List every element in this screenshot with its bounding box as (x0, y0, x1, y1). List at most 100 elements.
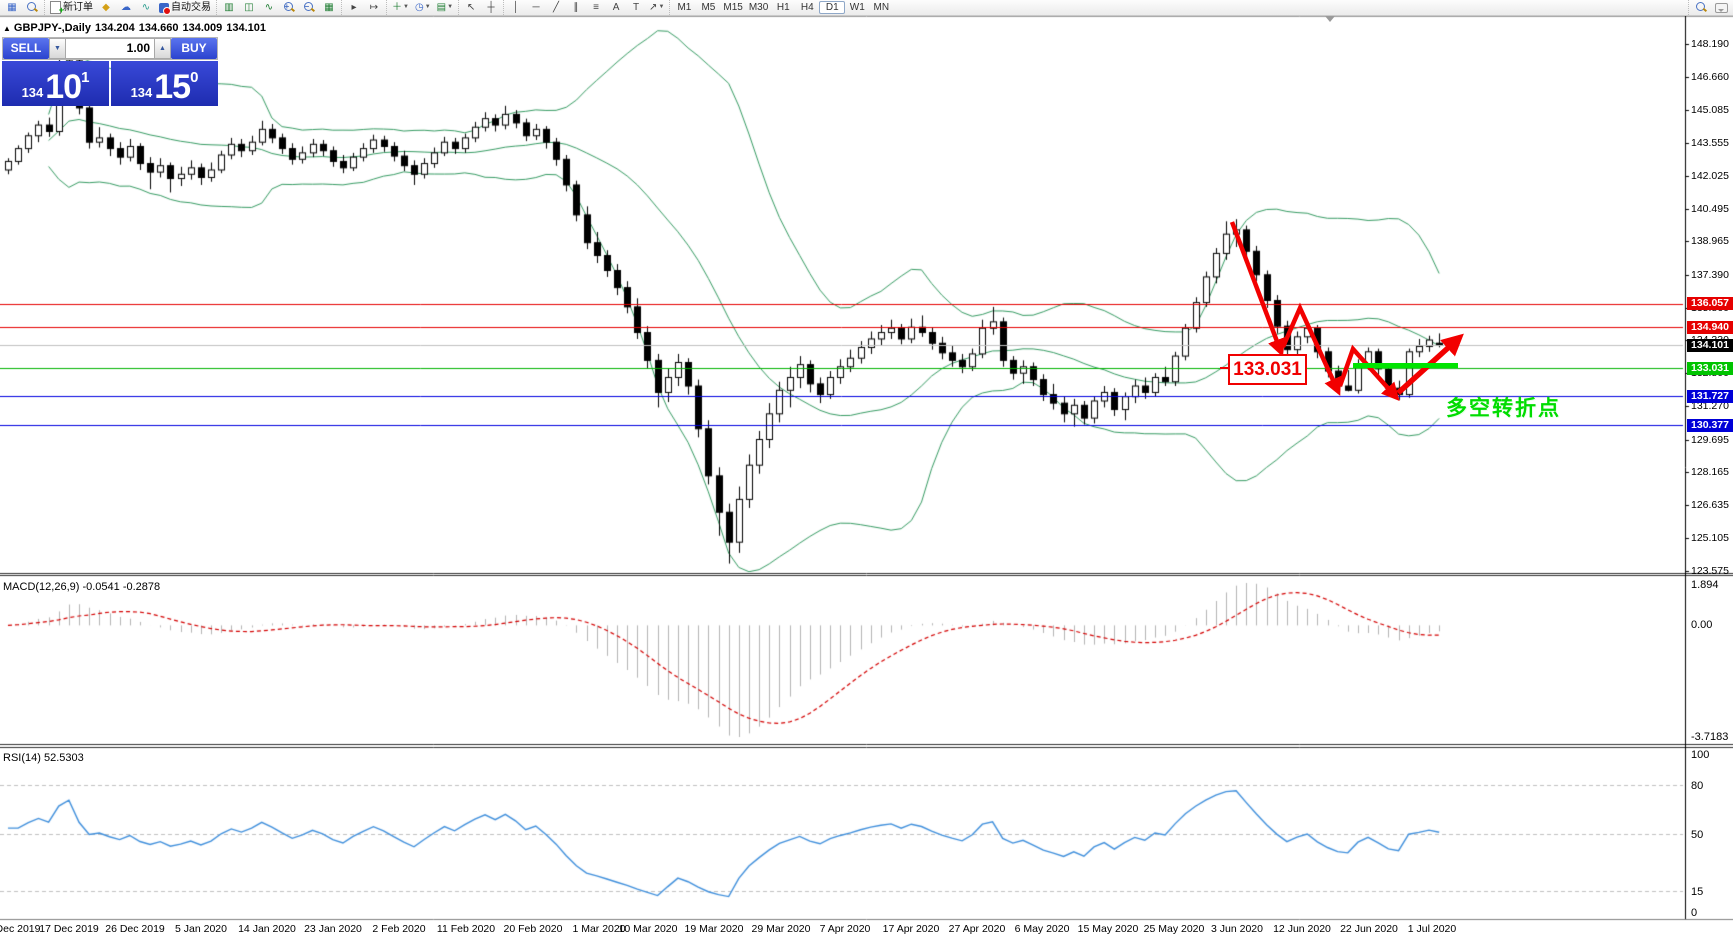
date-label[interactable]: 20 Feb 2020 (503, 923, 563, 935)
date-label[interactable]: 17 Apr 2020 (882, 923, 940, 935)
price-callout-label[interactable]: 133.031 (1228, 354, 1307, 385)
date-label[interactable]: 5 Jan 2020 (175, 923, 227, 935)
date-label[interactable]: 2 Feb 2020 (372, 923, 426, 935)
date-label[interactable]: 3 Jun 2020 (1211, 923, 1263, 935)
market-icon[interactable]: ◆ (102, 2, 110, 13)
periods-icon[interactable]: ◷ ▼ (414, 2, 431, 13)
text-label-icon[interactable]: T (632, 2, 640, 13)
toolbar-group-cursor: ↖ ┼ (458, 0, 503, 15)
timeframe-button-M30[interactable]: M30 (748, 2, 769, 13)
price-chart-canvas[interactable] (0, 16, 1733, 940)
date-label[interactable]: 22 Jun 2020 (1340, 923, 1398, 935)
timeframe-button-M1[interactable]: M1 (677, 2, 692, 13)
toolbar-group-scroll: ▸ ↦ (341, 0, 386, 15)
toolbar-group-right (1688, 0, 1733, 15)
bar-chart-icon[interactable]: ▥ (224, 2, 234, 13)
date-label[interactable]: 26 Dec 2019 (105, 923, 165, 935)
buy-button[interactable]: BUY (171, 38, 217, 59)
chat-icon[interactable] (1712, 1, 1730, 14)
date-label[interactable]: 14 Jan 2020 (238, 923, 296, 935)
chart-shift-icon[interactable]: ↦ (369, 2, 379, 13)
price-badge: 134.940 (1687, 320, 1733, 334)
timeframe-button-H4[interactable]: H4 (800, 2, 814, 13)
toolbar-group-trade: 新订单 ◆ ☁ ∿ 自动交易 (44, 0, 216, 17)
line-chart-icon[interactable]: ∿ (264, 2, 274, 13)
sell-price-button[interactable]: 134 10 1 (2, 61, 109, 106)
symbol-period: GBPJPY-,Daily (13, 22, 91, 34)
profiles-icon[interactable] (23, 1, 41, 14)
quote-close: 134.101 (226, 22, 267, 34)
rsi-indicator-label: RSI(14) 52.5303 (3, 752, 84, 764)
date-label[interactable]: 25 May 2020 (1143, 923, 1205, 935)
ask-pipette: 0 (190, 69, 199, 86)
cursor-icon[interactable]: ↖ (466, 2, 476, 13)
date-label[interactable]: 6 May 2020 (1014, 923, 1070, 935)
date-label[interactable]: 7 Apr 2020 (819, 923, 871, 935)
timeframe-button-M15[interactable]: M15 (723, 2, 743, 13)
zoom-in-icon[interactable]: + (280, 1, 298, 14)
date-label[interactable]: 27 Apr 2020 (948, 923, 1006, 935)
volume-increase-button[interactable]: ▲ (154, 38, 171, 59)
fibonacci-icon[interactable]: ≡ (593, 2, 599, 13)
new-chart-icon[interactable]: ▦ (7, 2, 17, 13)
macd-indicator-label: MACD(12,26,9) -0.0541 -0.2878 (3, 581, 161, 593)
date-label[interactable]: 1 Mar 2020 (572, 923, 626, 935)
quote-line: ▲ GBPJPY-,Daily 134.204 134.660 134.009 134.1… (3, 22, 270, 34)
buy-price-button[interactable]: 134 15 0 (111, 61, 218, 106)
crosshair-icon[interactable]: ┼ (487, 2, 495, 13)
ask-pips: 15 (154, 68, 191, 106)
price-tick-label: 125.105 (1691, 531, 1729, 544)
autotrading-button[interactable]: 自动交易 (157, 1, 213, 15)
new-order-button[interactable]: 新订单 (48, 1, 95, 17)
timeframe-button-D1[interactable]: D1 (819, 1, 846, 14)
volume-decrease-button[interactable]: ▼ (49, 38, 66, 59)
date-label[interactable]: 29 Mar 2020 (751, 923, 811, 935)
horizontal-line-icon[interactable]: ─ (532, 2, 540, 13)
date-label[interactable]: 11 Feb 2020 (436, 923, 496, 935)
tile-windows-icon[interactable]: ▦ (324, 2, 334, 13)
bid-pips: 10 (45, 68, 82, 106)
turning-point-note[interactable]: 多空转折点 (1446, 396, 1561, 420)
one-click-trading-panel: SELL ▼ 1.00 ▲ BUY 134 10 1 134 15 0 (2, 37, 218, 106)
date-label[interactable]: 19 Mar 2020 (684, 923, 744, 935)
price-tick-label: 140.495 (1691, 202, 1729, 215)
date-label[interactable]: 15 May 2020 (1077, 923, 1139, 935)
collapse-panel-icon[interactable]: ▲ (3, 24, 11, 33)
equidistant-channel-icon[interactable]: ∥ (573, 2, 579, 13)
date-label[interactable]: 10 Mar 2020 (618, 923, 678, 935)
arrows-icon[interactable]: ↗ ▼ (649, 2, 665, 13)
rsi-level-label: 80 (1691, 779, 1704, 792)
date-label[interactable]: 17 Dec 2019 (39, 923, 99, 935)
vertical-line-icon[interactable]: │ (512, 2, 520, 13)
indicators-icon[interactable]: ＋ ▼ (392, 2, 409, 13)
price-tick-label: 138.965 (1691, 235, 1729, 248)
date-label[interactable]: 1 Jul 2020 (1407, 923, 1457, 935)
toolbar-group-timeframes: M1 M5 M15 M30 H1 H4 D1 W1 MN (669, 0, 895, 15)
toolbar-group-chart-type: ▥ ◫ ∿ + − ▦ (216, 0, 341, 15)
volume-input[interactable]: 1.00 (66, 38, 154, 59)
timeframe-button-M5[interactable]: M5 (701, 2, 716, 13)
price-tick-label: 143.555 (1691, 137, 1729, 150)
signals-icon[interactable]: ∿ (141, 2, 151, 13)
auto-scroll-icon[interactable]: ▸ (351, 2, 357, 13)
candlestick-icon[interactable]: ◫ (244, 2, 254, 13)
date-label[interactable]: 12 Jun 2020 (1273, 923, 1331, 935)
trendline-icon[interactable]: ╱ (553, 2, 560, 13)
date-label[interactable]: Dec 2019 (0, 923, 41, 935)
timeframe-button-H1[interactable]: H1 (776, 2, 790, 13)
bid-pipette: 1 (81, 69, 90, 86)
timeframe-button-W1[interactable]: W1 (849, 2, 865, 13)
sell-button[interactable]: SELL (3, 38, 49, 59)
toolbar-group-standard: ▦ (0, 0, 44, 15)
price-tick-label: 145.085 (1691, 104, 1729, 117)
community-icon[interactable]: ☁ (121, 2, 131, 13)
support-highlight-bar[interactable] (1353, 363, 1458, 368)
date-label[interactable]: 23 Jan 2020 (304, 923, 362, 935)
price-tick-label: 137.390 (1691, 269, 1729, 281)
text-tool-icon[interactable]: A (612, 2, 620, 13)
templates-icon[interactable]: ▤ ▼ (436, 2, 454, 13)
search-icon[interactable] (1692, 1, 1710, 14)
timeframe-button-MN[interactable]: MN (873, 2, 890, 13)
zoom-out-icon[interactable]: − (300, 1, 318, 14)
chart-shift-marker[interactable] (1325, 16, 1335, 22)
